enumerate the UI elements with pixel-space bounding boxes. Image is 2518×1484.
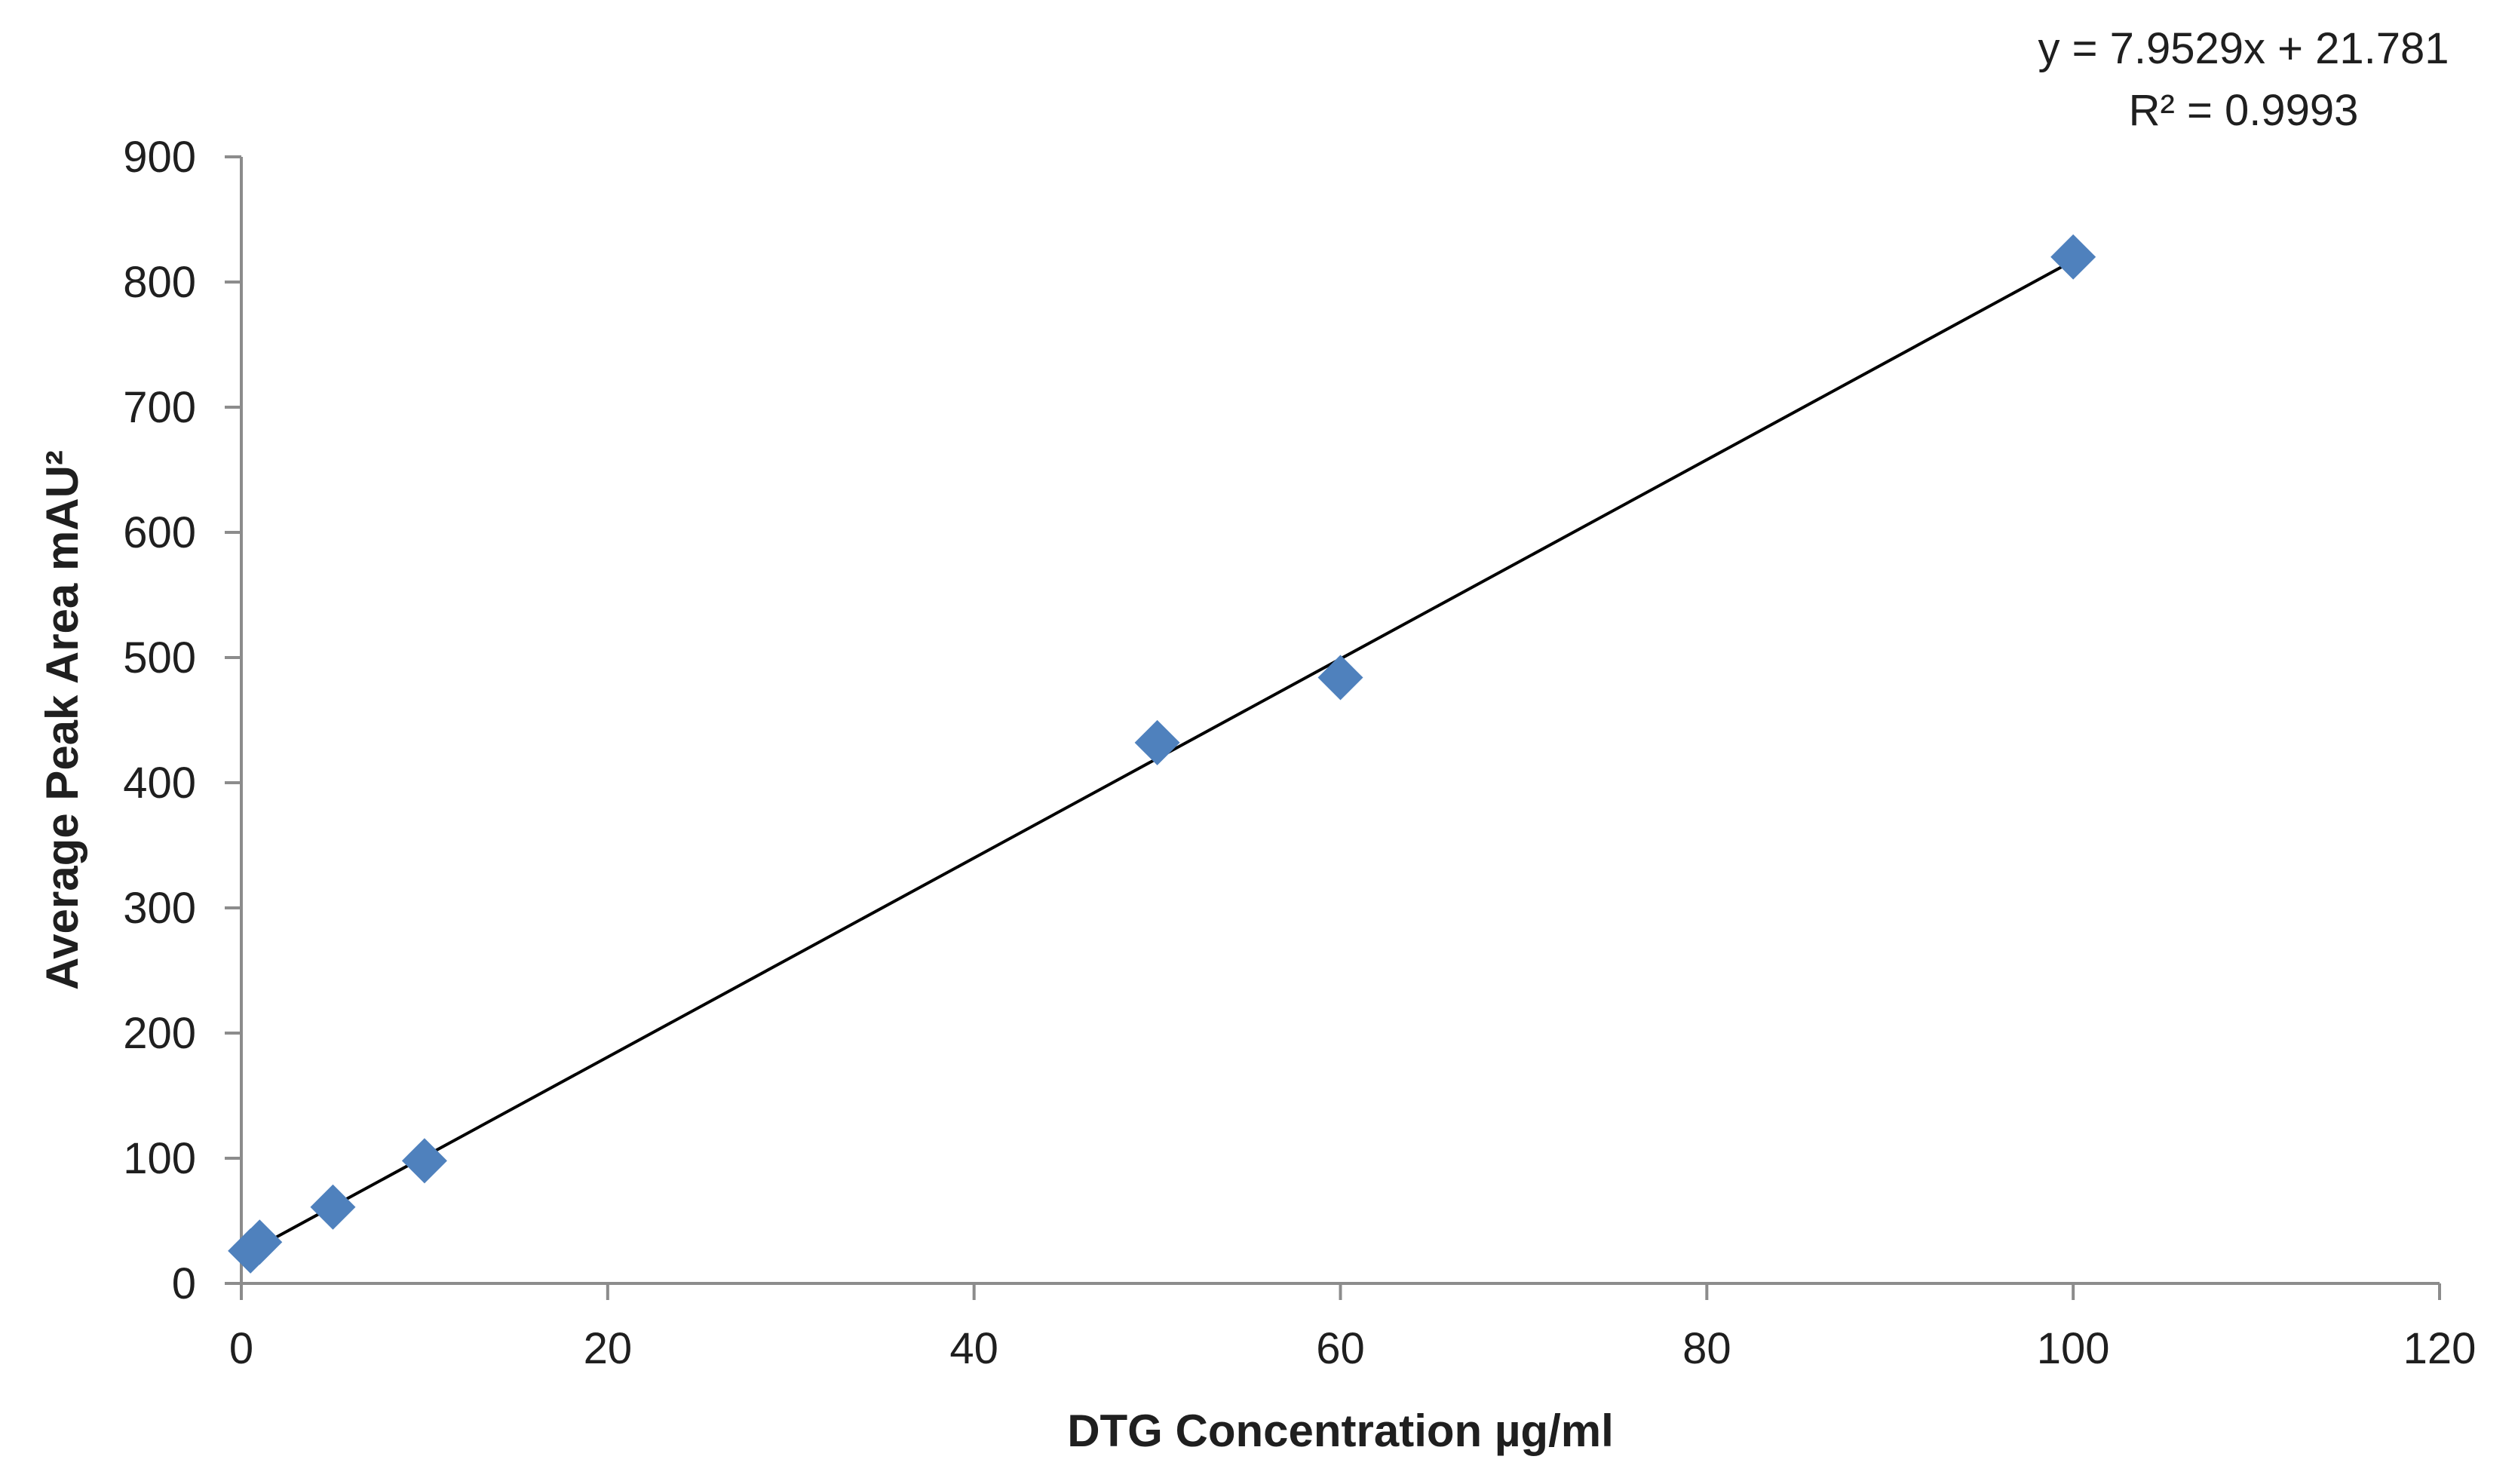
y-tick-label: 300 bbox=[123, 884, 196, 933]
y-tick-label: 200 bbox=[123, 1009, 196, 1058]
data-points bbox=[228, 234, 2096, 1274]
data-point bbox=[401, 1138, 447, 1184]
data-point bbox=[2050, 234, 2096, 280]
x-axis-title: DTG Concentration µg/ml bbox=[1067, 1406, 1614, 1456]
y-tick-label: 400 bbox=[123, 759, 196, 808]
trendline-equation: y = 7.9529x + 21.781 bbox=[2038, 24, 2449, 73]
x-tick-label: 80 bbox=[1682, 1324, 1731, 1373]
y-axis-ticks: 0 100 200 300 400 500 600 700 800 900 bbox=[123, 133, 241, 1308]
y-tick-label: 0 bbox=[172, 1259, 196, 1308]
data-point bbox=[1134, 719, 1180, 765]
x-tick-label: 20 bbox=[584, 1324, 633, 1373]
data-point bbox=[310, 1184, 356, 1230]
y-tick-label: 800 bbox=[123, 258, 196, 307]
x-tick-label: 40 bbox=[949, 1324, 998, 1373]
x-axis: 0 20 40 60 80 100 120 bbox=[229, 1282, 2477, 1373]
y-tick-label: 100 bbox=[123, 1134, 196, 1183]
x-axis-ticks: 0 20 40 60 80 100 120 bbox=[229, 1283, 2477, 1373]
y-axis: 0 100 200 300 400 500 600 700 800 900 bbox=[123, 133, 243, 1308]
y-tick-label: 700 bbox=[123, 383, 196, 432]
y-tick-label: 900 bbox=[123, 133, 196, 182]
x-tick-label: 0 bbox=[229, 1324, 253, 1373]
y-tick-label: 600 bbox=[123, 508, 196, 557]
data-point bbox=[1317, 655, 1363, 701]
y-tick-label: 500 bbox=[123, 633, 196, 682]
x-tick-label: 60 bbox=[1316, 1324, 1365, 1373]
data-point bbox=[237, 1219, 283, 1265]
r-squared-value: R² = 0.9993 bbox=[2129, 86, 2359, 135]
y-axis-title: Average Peak Area mAU² bbox=[37, 450, 87, 990]
x-tick-label: 120 bbox=[2403, 1324, 2477, 1373]
x-tick-label: 100 bbox=[2037, 1324, 2110, 1373]
